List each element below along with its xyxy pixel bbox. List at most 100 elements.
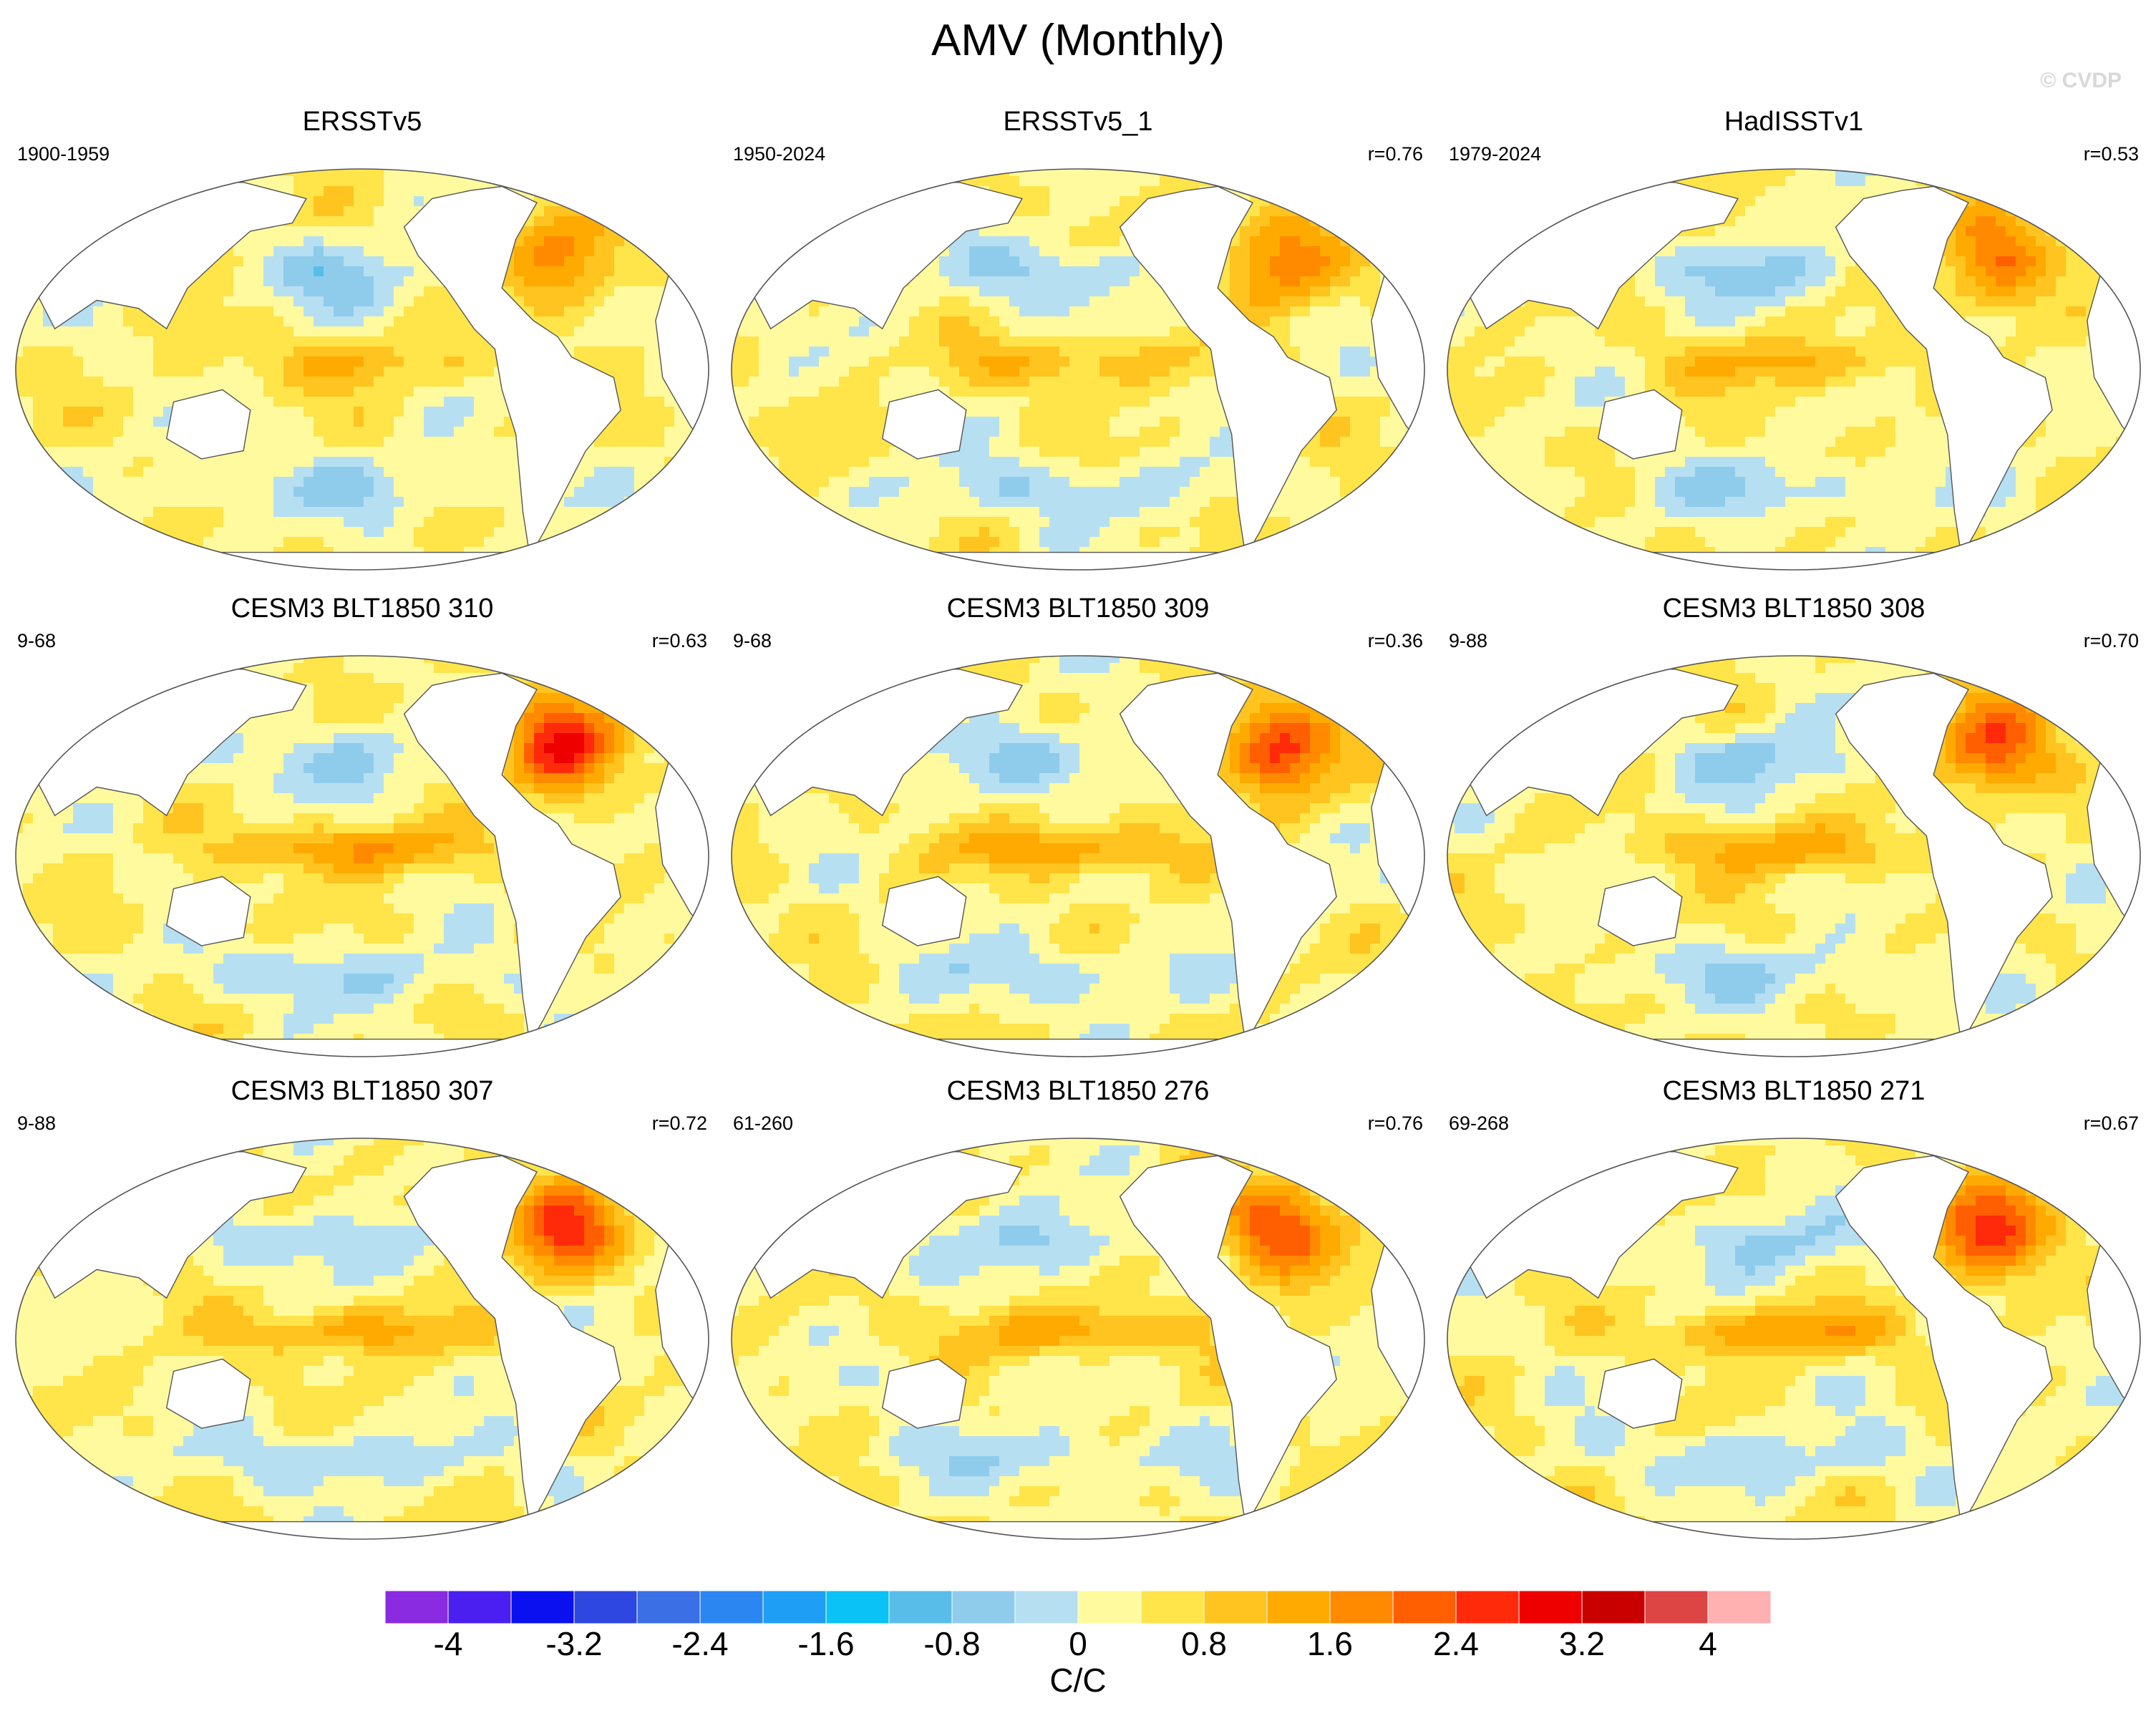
panel-correlation: r=0.76 bbox=[1368, 1112, 1423, 1135]
figure-title: AMV (Monthly) bbox=[0, 16, 2156, 66]
colorbar-swatch bbox=[951, 1591, 1016, 1624]
map-outline bbox=[15, 168, 709, 571]
map-panel: CESM3 BLT1850 271 69-268 r=0.67 bbox=[1436, 1075, 2152, 1548]
land-mass bbox=[881, 389, 967, 460]
colorbar-swatch bbox=[447, 1591, 512, 1624]
land-mass bbox=[1119, 185, 1337, 558]
sst-map bbox=[731, 655, 1425, 1057]
panel-period: 1950-2024 bbox=[733, 143, 825, 165]
colorbar-swatch bbox=[1266, 1591, 1331, 1624]
land-mass bbox=[881, 876, 967, 946]
panel-title: CESM3 BLT1850 310 bbox=[4, 593, 720, 624]
land-mass bbox=[1597, 389, 1683, 460]
land-mass bbox=[1119, 672, 1337, 1045]
panel-title: CESM3 BLT1850 309 bbox=[720, 593, 1436, 624]
panel-correlation: r=0.76 bbox=[1368, 143, 1423, 165]
panel-correlation: r=0.63 bbox=[652, 630, 707, 652]
colorbar-swatch bbox=[762, 1591, 827, 1624]
colorbar-swatch bbox=[1329, 1591, 1394, 1624]
colorbar-swatch bbox=[825, 1591, 890, 1624]
colorbar-swatch bbox=[1140, 1591, 1205, 1624]
colorbar-swatch bbox=[636, 1591, 701, 1624]
panel-period: 9-68 bbox=[17, 630, 56, 652]
colorbar-swatch bbox=[1644, 1591, 1709, 1624]
sst-map bbox=[15, 168, 709, 571]
colorbar-swatch bbox=[1518, 1591, 1583, 1624]
colorbar-tick-label: -0.8 bbox=[923, 1625, 980, 1662]
land-mass bbox=[403, 1155, 621, 1528]
panel-title: ERSSTv5 bbox=[4, 106, 720, 137]
panel-correlation: r=0.67 bbox=[2084, 1112, 2139, 1135]
colorbar-tick-label: 2.4 bbox=[1433, 1625, 1479, 1662]
sst-map bbox=[1447, 168, 2141, 571]
colorbar-swatch bbox=[1707, 1591, 1771, 1624]
panel-title: CESM3 BLT1850 307 bbox=[4, 1075, 720, 1107]
panel-correlation: r=0.36 bbox=[1368, 630, 1423, 652]
land-mass bbox=[165, 389, 251, 460]
land-mass bbox=[1835, 1155, 2053, 1528]
sst-map bbox=[1447, 655, 2141, 1057]
cvdp-watermark: © CVDP bbox=[2040, 69, 2122, 93]
colorbar-units: C/C bbox=[0, 1661, 2156, 1700]
map-outline bbox=[1447, 168, 2141, 571]
colorbar-swatch bbox=[699, 1591, 764, 1624]
land-mass bbox=[403, 185, 621, 558]
colorbar-swatch bbox=[510, 1591, 575, 1624]
panel-period: 9-88 bbox=[17, 1112, 56, 1135]
sst-map bbox=[731, 168, 1425, 571]
panel-period: 9-68 bbox=[733, 630, 772, 652]
panel-period: 69-268 bbox=[1449, 1112, 1509, 1135]
map-panel: ERSSTv5_1 1950-2024 r=0.76 bbox=[720, 106, 1436, 578]
colorbar-swatch bbox=[888, 1591, 953, 1624]
land-mass bbox=[1835, 185, 2053, 558]
colorbar-swatch bbox=[1203, 1591, 1268, 1624]
map-panel: CESM3 BLT1850 308 9-88 r=0.70 bbox=[1436, 593, 2152, 1065]
map-outline bbox=[1447, 655, 2141, 1057]
colorbar-tick-label: 0.8 bbox=[1181, 1625, 1227, 1662]
panel-title: CESM3 BLT1850 276 bbox=[720, 1075, 1436, 1107]
colorbar-swatch bbox=[385, 1591, 449, 1624]
map-outline bbox=[15, 1138, 709, 1540]
map-outline bbox=[731, 168, 1425, 571]
panel-period: 9-88 bbox=[1449, 630, 1487, 652]
colorbar-swatch bbox=[1455, 1591, 1520, 1624]
panel-title: ERSSTv5_1 bbox=[720, 106, 1436, 137]
colorbar-tick-label: -4 bbox=[434, 1625, 463, 1662]
colorbar-tick-label: -2.4 bbox=[671, 1625, 728, 1662]
colorbar bbox=[385, 1591, 1771, 1624]
panel-correlation: r=0.53 bbox=[2084, 143, 2139, 165]
map-outline bbox=[1447, 1138, 2141, 1540]
map-panel: CESM3 BLT1850 309 9-68 r=0.36 bbox=[720, 593, 1436, 1065]
map-panel: CESM3 BLT1850 310 9-68 r=0.63 bbox=[4, 593, 720, 1065]
sst-map bbox=[15, 1138, 709, 1540]
land-mass bbox=[1835, 672, 2053, 1045]
map-outline bbox=[731, 1138, 1425, 1540]
sst-map bbox=[1447, 1138, 2141, 1540]
land-mass bbox=[165, 876, 251, 946]
sst-map bbox=[731, 1138, 1425, 1540]
colorbar-swatch bbox=[1392, 1591, 1457, 1624]
colorbar-swatch bbox=[573, 1591, 638, 1624]
map-panel: CESM3 BLT1850 276 61-260 r=0.76 bbox=[720, 1075, 1436, 1548]
colorbar-tick-label: -3.2 bbox=[545, 1625, 602, 1662]
sst-map bbox=[15, 655, 709, 1057]
colorbar-tick-label: 0 bbox=[1069, 1625, 1087, 1662]
panel-period: 1900-1959 bbox=[17, 143, 110, 165]
panel-correlation: r=0.70 bbox=[2084, 630, 2139, 652]
colorbar-swatch bbox=[1014, 1591, 1079, 1624]
panel-title: CESM3 BLT1850 271 bbox=[1436, 1075, 2152, 1107]
land-mass bbox=[881, 1358, 967, 1429]
panel-title: CESM3 BLT1850 308 bbox=[1436, 593, 2152, 624]
land-mass bbox=[1597, 876, 1683, 946]
panel-title: HadISSTv1 bbox=[1436, 106, 2152, 137]
panel-correlation: r=0.72 bbox=[652, 1112, 707, 1135]
map-outline bbox=[15, 655, 709, 1057]
land-mass bbox=[1597, 1358, 1683, 1429]
land-mass bbox=[403, 672, 621, 1045]
map-outline bbox=[731, 655, 1425, 1057]
map-panel: CESM3 BLT1850 307 9-88 r=0.72 bbox=[4, 1075, 720, 1548]
colorbar-tick-label: 4 bbox=[1699, 1625, 1717, 1662]
colorbar-tick-label: -1.6 bbox=[797, 1625, 854, 1662]
colorbar-swatch bbox=[1077, 1591, 1142, 1624]
colorbar-tick-label: 3.2 bbox=[1559, 1625, 1605, 1662]
